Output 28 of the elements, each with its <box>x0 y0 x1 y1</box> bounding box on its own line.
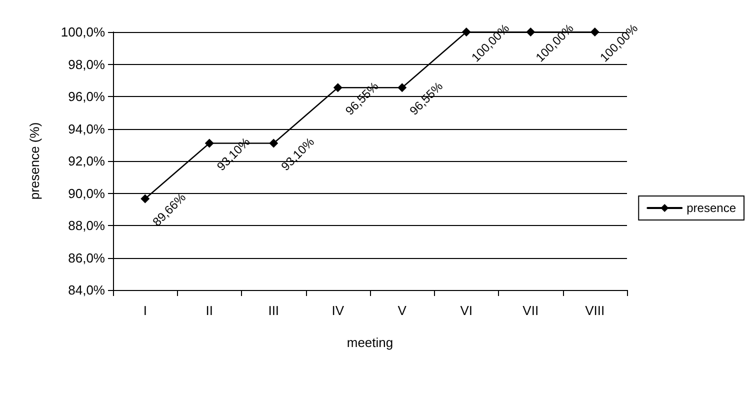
point <box>204 138 214 148</box>
point <box>590 28 600 36</box>
y-axis-title: presence (%) <box>27 122 42 200</box>
x-tick-label: I <box>143 303 147 318</box>
y-tick-label: 96,0% <box>68 89 106 104</box>
y-tick-label: 84,0% <box>68 282 106 298</box>
legend-label: presence <box>686 201 736 215</box>
y-tick-label: 86,0% <box>68 250 106 266</box>
x-tick-label: II <box>206 303 213 318</box>
point <box>140 194 150 204</box>
point <box>333 83 342 92</box>
y-tick-label: 90,0% <box>68 186 106 201</box>
y-tick-label: 92,0% <box>68 154 106 168</box>
x-tick-label: V <box>398 303 407 318</box>
point <box>269 138 278 148</box>
point <box>462 28 471 36</box>
x-tick-label: VII <box>522 303 539 318</box>
y-tick-label: 100,0% <box>60 24 106 40</box>
x-tick-label: VI <box>460 303 473 318</box>
point <box>526 28 536 36</box>
x-tick-label: IV <box>332 303 344 318</box>
x-tick-label: III <box>268 303 280 318</box>
y-tick-label: 88,0% <box>68 218 106 233</box>
y-tick-label: 98,0% <box>68 56 106 72</box>
x-axis-title: meeting <box>346 335 394 350</box>
x-tick-label: VIII <box>585 303 605 318</box>
y-tick-label: 94,0% <box>68 121 106 136</box>
point <box>398 83 407 92</box>
